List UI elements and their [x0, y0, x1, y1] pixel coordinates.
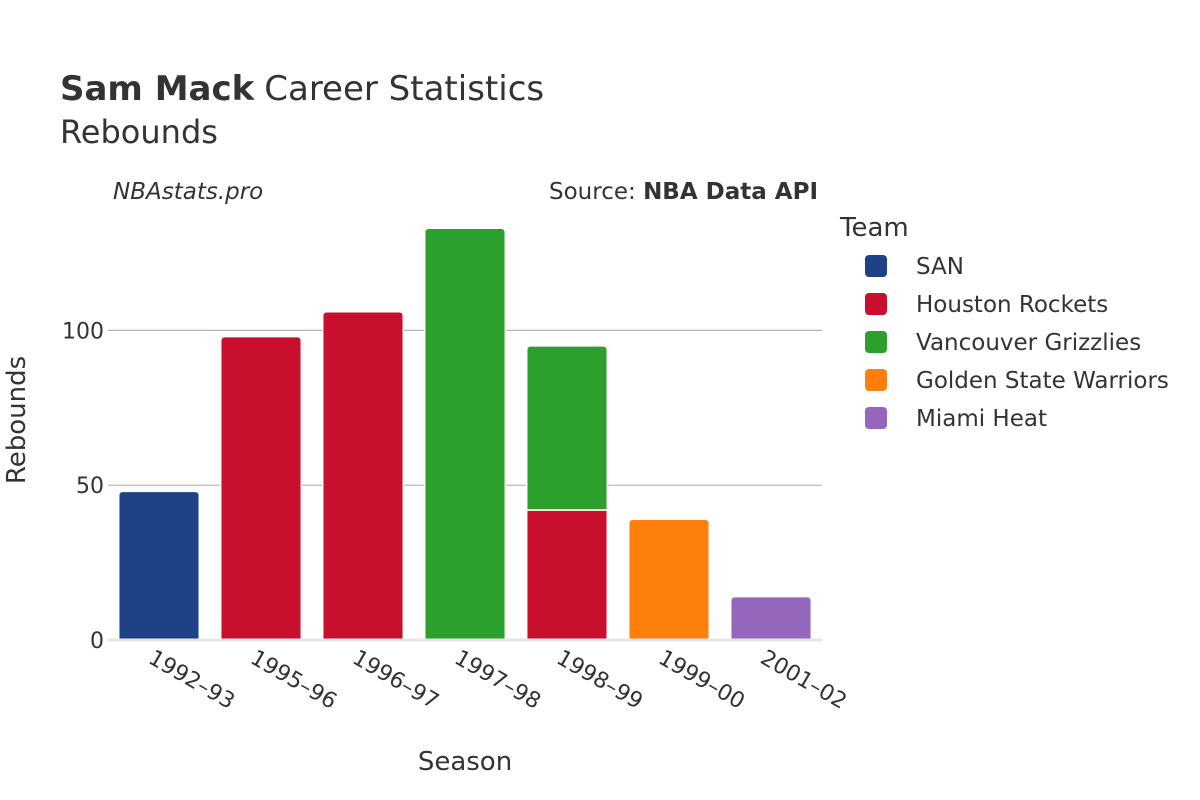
y-tick-label: 0 — [90, 629, 104, 654]
title-rest: Career Statistics — [264, 69, 544, 109]
x-tick-label: 1992–93 — [144, 646, 239, 715]
y-axis-title: Rebounds — [2, 356, 32, 484]
bar — [117, 490, 201, 641]
source-caption: Source: NBA Data API — [549, 179, 818, 205]
legend-swatch — [865, 369, 887, 391]
legend-swatch — [865, 331, 887, 353]
bar — [627, 518, 711, 641]
x-tick-label: 1996–97 — [348, 646, 443, 715]
legend-swatch — [865, 255, 887, 277]
bar — [321, 311, 405, 641]
legend-title: Team — [839, 213, 909, 243]
x-tick-label: 1999–00 — [654, 646, 749, 715]
chart-title: Sam Mack Career Statistics — [60, 69, 544, 109]
legend-label: Miami Heat — [916, 406, 1047, 432]
bar — [525, 345, 609, 511]
watermark: NBAstats.pro — [113, 179, 263, 205]
x-tick-labels: 1992–93 1995–96 1996–97 1997–98 1998–99 1999–… — [144, 646, 851, 715]
x-axis-title: Season — [418, 747, 512, 777]
legend-swatch — [865, 293, 887, 315]
y-tick-label: 100 — [62, 319, 104, 344]
bar — [729, 595, 813, 641]
y-tick-labels: 0 50 100 — [62, 319, 104, 654]
x-tick-label: 1997–98 — [450, 646, 545, 715]
legend-label: SAN — [916, 254, 964, 280]
legend-label: Golden State Warriors — [916, 368, 1169, 394]
legend-label: Houston Rockets — [916, 292, 1108, 318]
x-tick-label: 1995–96 — [246, 646, 341, 715]
chart-subtitle: Rebounds — [60, 113, 218, 151]
legend: SAN Houston Rockets Vancouver Grizzlies Gol… — [865, 254, 1169, 432]
legend-swatch — [865, 407, 887, 429]
x-tick-label: 2001–02 — [756, 646, 851, 715]
source-prefix: Source: — [549, 179, 643, 205]
bars — [117, 227, 813, 641]
y-tick-label: 50 — [76, 474, 104, 499]
player-name: Sam Mack — [60, 69, 256, 109]
bar — [423, 227, 507, 641]
x-tick-label: 1998–99 — [552, 646, 647, 715]
bar — [525, 509, 609, 641]
bar — [219, 335, 303, 641]
legend-label: Vancouver Grizzlies — [916, 330, 1141, 356]
source-name: NBA Data API — [643, 179, 818, 205]
